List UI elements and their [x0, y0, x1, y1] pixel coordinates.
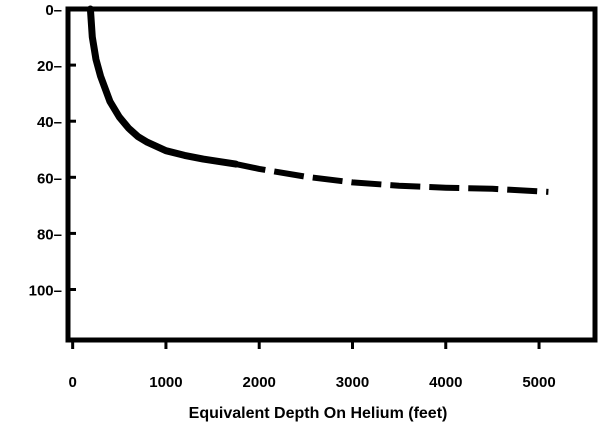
y-tick-label: 100–: [29, 283, 62, 300]
y-tick-label: 60–: [37, 170, 62, 187]
y-axis: 0– 20– 40– 60– 80– 100–: [29, 2, 76, 300]
y-tick-label: 80–: [37, 226, 62, 243]
y-tick-label: 0–: [45, 2, 62, 19]
x-tick-label: 3000: [336, 374, 369, 391]
x-tick-label: 1000: [149, 374, 182, 391]
x-tick-label: 4000: [429, 374, 462, 391]
x-tick-label: 2000: [243, 374, 276, 391]
series-solid-line: [86, 5, 240, 168]
y-tick-label: 40–: [37, 114, 62, 131]
x-axis: 0 1000 2000 3000 4000 5000: [68, 340, 556, 391]
y-tick-label: 20–: [37, 58, 62, 75]
plot-frame: [65, 6, 598, 343]
series-dashed-line: [235, 161, 549, 195]
series-group: [86, 5, 549, 195]
x-axis-title: Equivalent Depth On Helium (feet): [189, 405, 448, 422]
x-tick-label: 0: [68, 374, 76, 391]
x-tick-label: 5000: [522, 374, 555, 391]
